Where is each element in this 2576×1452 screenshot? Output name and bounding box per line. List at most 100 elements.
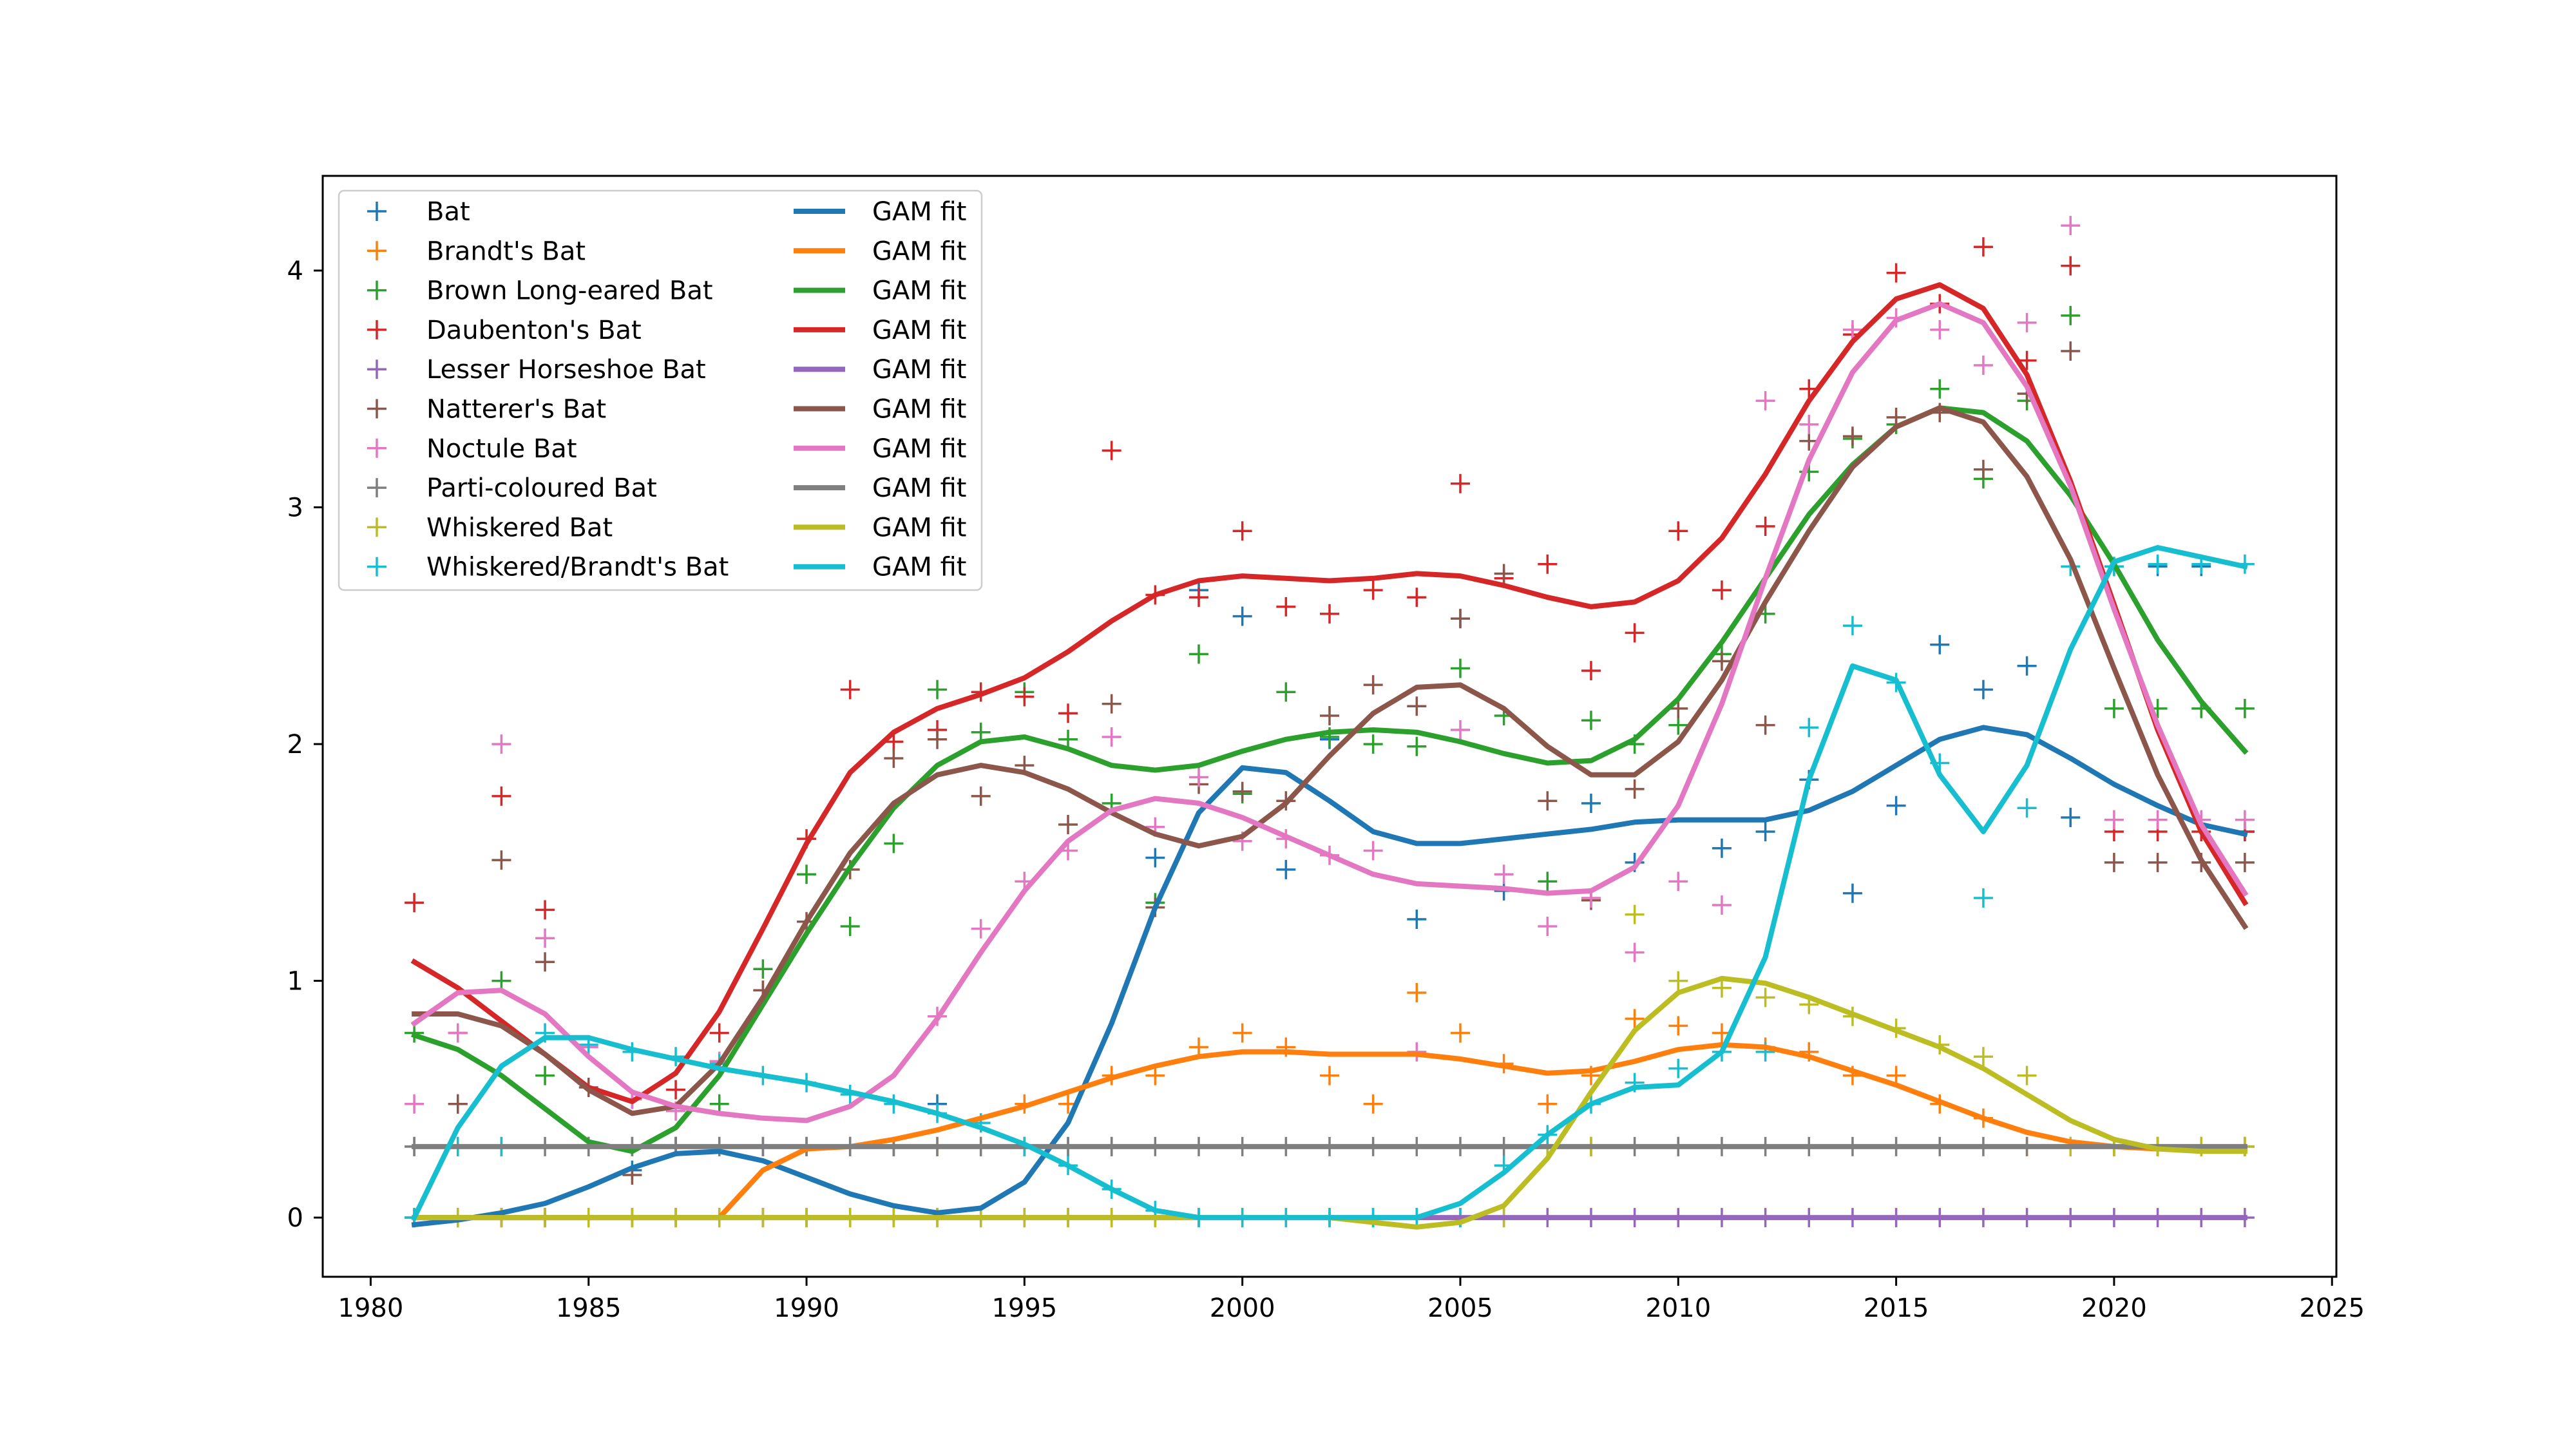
data-point	[491, 786, 511, 806]
data-point	[1363, 675, 1383, 695]
data-point	[1886, 1065, 1906, 1085]
data-point	[1363, 841, 1383, 861]
data-point	[1145, 1065, 1165, 1085]
data-point	[1712, 580, 1732, 600]
data-point	[1973, 459, 1993, 479]
data-point	[1276, 597, 1296, 616]
y-tick-label: 1	[287, 967, 303, 997]
data-point	[405, 1094, 425, 1114]
data-point	[1973, 237, 1993, 257]
data-point	[1842, 883, 1862, 903]
data-point	[797, 865, 817, 884]
data-point	[1450, 609, 1470, 629]
data-point	[1799, 414, 1819, 434]
x-tick-label: 1980	[338, 1294, 404, 1323]
data-point	[884, 834, 904, 854]
legend: Bat GAM fit Brandt's Bat GAM fit Brown Long-…	[338, 189, 983, 591]
data-point	[1755, 988, 1775, 1008]
data-point	[1930, 320, 1950, 339]
legend-marker	[367, 438, 386, 458]
legend-marker	[367, 280, 386, 300]
x-axis: 1980 1985 1990 1995 2000 2005 2010 2015 2020 2025	[338, 1277, 2365, 1323]
x-tick-label: 2010	[1645, 1294, 1711, 1323]
legend-fit-label: GAM fit	[872, 276, 966, 306]
data-point	[1450, 658, 1470, 678]
data-point	[971, 919, 991, 939]
series-points-5	[405, 341, 2255, 1185]
fit-line-0	[411, 725, 2248, 1228]
data-point	[1450, 720, 1470, 740]
data-point	[1102, 441, 1121, 461]
data-point	[405, 893, 425, 913]
legend-fit-label: GAM fit	[872, 513, 966, 542]
data-point	[1755, 822, 1775, 842]
data-point	[1712, 838, 1732, 858]
data-point	[1842, 426, 1862, 446]
data-point	[1973, 1047, 1993, 1067]
data-point	[2104, 698, 2124, 718]
data-point	[2061, 341, 2081, 361]
data-point	[535, 1065, 555, 1085]
data-point	[709, 1094, 729, 1114]
data-point	[971, 722, 991, 742]
data-point	[1668, 872, 1688, 892]
data-point	[2061, 216, 2081, 236]
data-point	[1712, 895, 1732, 915]
data-point	[1581, 793, 1601, 813]
data-point	[1625, 623, 1645, 643]
data-point	[1058, 729, 1078, 749]
data-point	[2235, 852, 2255, 872]
data-point	[1625, 779, 1645, 799]
fit-line-9	[410, 545, 2248, 1221]
legend-fit-label: GAM fit	[872, 355, 966, 385]
data-point	[2148, 810, 2168, 830]
data-point	[2017, 312, 2037, 332]
data-point	[1973, 888, 1993, 908]
data-point	[1102, 727, 1121, 747]
data-point	[1276, 859, 1296, 879]
legend-fit-label: GAM fit	[872, 197, 966, 227]
data-point	[709, 1023, 729, 1043]
data-point	[1625, 1009, 1645, 1029]
data-point	[928, 680, 948, 700]
axes-frame	[321, 175, 2338, 1278]
data-point	[1407, 587, 1427, 607]
data-point	[753, 959, 773, 979]
data-point	[491, 850, 511, 870]
data-point	[1973, 680, 1993, 700]
data-point	[2235, 810, 2255, 830]
data-point	[2017, 1065, 2037, 1085]
data-point	[1407, 982, 1427, 1002]
data-point	[1886, 263, 1906, 283]
data-point	[1232, 521, 1252, 541]
data-point	[1058, 815, 1078, 835]
x-tick-label: 2020	[2081, 1294, 2147, 1323]
legend-marker	[367, 399, 386, 419]
data-point	[928, 729, 948, 749]
data-point	[1363, 734, 1383, 754]
legend-label: Brown Long-eared Bat	[426, 276, 713, 306]
data-point	[535, 900, 555, 920]
data-point	[2061, 808, 2081, 827]
data-point	[1668, 971, 1688, 991]
data-point	[1494, 865, 1514, 884]
legend-marker	[367, 557, 386, 577]
data-point	[1407, 910, 1427, 930]
y-tick-label: 4	[287, 256, 303, 286]
data-point	[2104, 810, 2124, 830]
legend-marker	[367, 202, 386, 221]
y-tick-label: 0	[287, 1203, 303, 1233]
data-point	[1407, 736, 1427, 756]
data-point	[1755, 391, 1775, 411]
legend-fit-label: GAM fit	[872, 473, 966, 503]
data-point	[1668, 521, 1688, 541]
data-point	[1189, 644, 1209, 664]
legend-fit-label: GAM fit	[872, 236, 966, 266]
data-point	[1189, 767, 1209, 787]
data-point	[971, 786, 991, 806]
legend-label: Whiskered Bat	[426, 513, 613, 542]
data-point	[1581, 661, 1601, 681]
legend-marker	[367, 517, 386, 537]
